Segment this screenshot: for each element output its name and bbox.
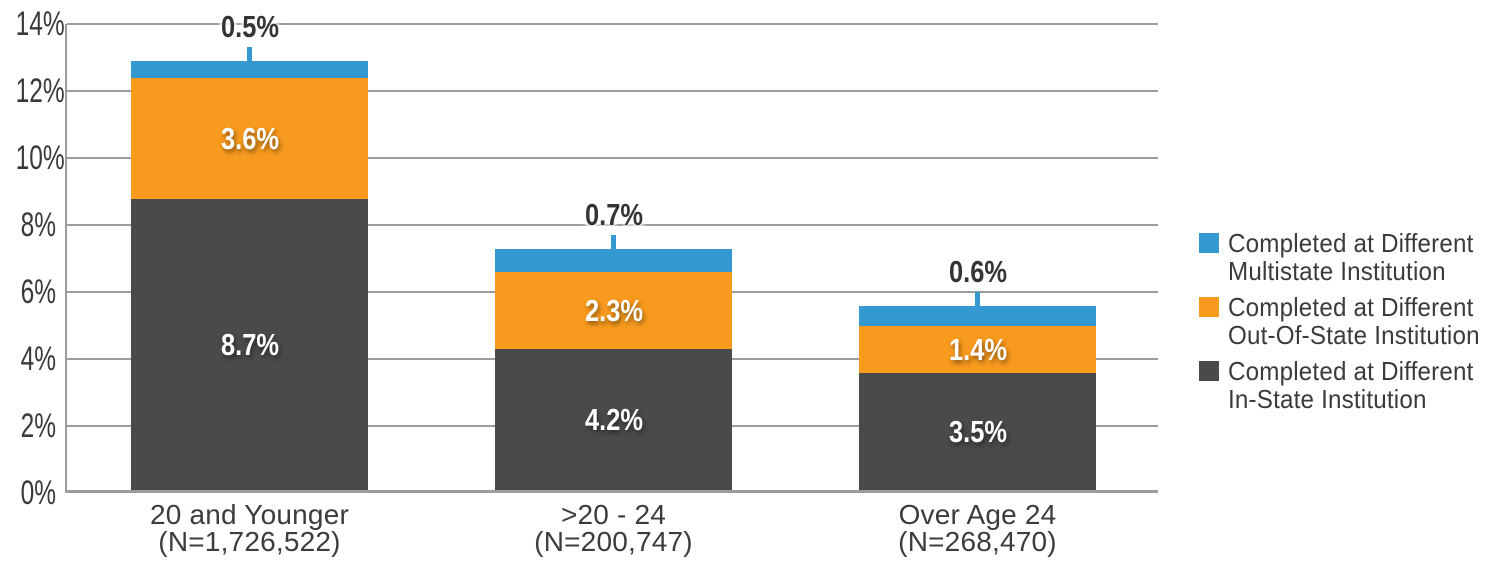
legend-item-out-of-state: Completed at Different Out-Of-State Inst… (1199, 293, 1499, 349)
category-name: 20 and Younger (149, 499, 349, 530)
category-sample-size: (N=200,747) (534, 526, 693, 557)
legend-label-out-of-state: Completed at Different Out-Of-State Inst… (1228, 292, 1480, 350)
y-axis-tick-label: 0% (20, 474, 56, 512)
segment-label-multistate: 0.5% (220, 9, 279, 44)
category-sample-size: (N=268,470) (898, 526, 1057, 557)
y-axis: 0% 2% 4% 6% 8% 10% 12% 14% (0, 0, 65, 566)
segment-multistate (859, 306, 1096, 326)
callout-tick (975, 292, 980, 306)
y-axis-tick-label: 8% (20, 206, 56, 244)
segment-multistate (131, 61, 368, 78)
callout-tick (611, 235, 616, 249)
segment-label-in-state: 3.5% (948, 413, 1007, 449)
y-axis-tick-label: 4% (20, 340, 56, 378)
legend-item-multistate: Completed at Different Multistate Instit… (1199, 229, 1499, 285)
segment-out-of-state: 2.3% (495, 272, 732, 349)
legend-label-multistate: Completed at Different Multistate Instit… (1228, 228, 1474, 286)
stacked-bar: 3.6% 8.7% (131, 24, 368, 490)
segment-in-state: 8.7% (131, 199, 368, 490)
segment-label-in-state: 8.7% (220, 326, 279, 362)
legend-label-in-state: Completed at Different In-State Institut… (1228, 356, 1474, 414)
category-name: Over Age 24 (898, 499, 1057, 530)
gridline (67, 23, 1158, 25)
bar-group: 0.7% 2.3% 4.2% >20 - 24 (N=200,747) (495, 24, 732, 556)
x-axis-label: >20 - 24 (N=200,747) (495, 499, 732, 557)
segment-label-multistate: 0.6% (948, 254, 1007, 289)
category-name: >20 - 24 (560, 499, 667, 530)
x-axis-label: Over Age 24 (N=268,470) (859, 499, 1096, 557)
legend: Completed at Different Multistate Instit… (1199, 229, 1499, 421)
stacked-bar: 2.3% 4.2% (495, 24, 732, 490)
y-axis-tick-label: 6% (20, 273, 56, 311)
gridline (67, 90, 1158, 92)
segment-label-out-of-state: 1.4% (948, 331, 1007, 367)
segment-label-in-state: 4.2% (584, 401, 643, 437)
segment-in-state: 3.5% (859, 373, 1096, 490)
x-axis-label: 20 and Younger (N=1,726,522) (131, 499, 368, 557)
segment-label-multistate: 0.7% (584, 197, 643, 232)
y-axis-tick-label: 2% (20, 407, 56, 445)
legend-swatch-in-state (1199, 361, 1219, 381)
gridline (67, 157, 1158, 159)
bar-group: 0.6% 1.4% 3.5% Over Age 24 (N=268,470) (859, 24, 1096, 556)
legend-swatch-multistate (1199, 233, 1219, 253)
plot-area: 0.5% 3.6% 8.7% 20 and Younger (N=1,726,5… (65, 9, 1158, 556)
y-axis-tick-label: 10% (15, 139, 65, 177)
legend-item-in-state: Completed at Different In-State Institut… (1199, 357, 1499, 413)
segment-multistate (495, 249, 732, 272)
segment-out-of-state: 1.4% (859, 326, 1096, 373)
legend-swatch-out-of-state (1199, 297, 1219, 317)
category-sample-size: (N=1,726,522) (158, 526, 341, 557)
y-axis-tick-label: 12% (15, 72, 65, 110)
segment-label-out-of-state: 2.3% (584, 292, 643, 328)
segment-out-of-state: 3.6% (131, 78, 368, 199)
segment-label-out-of-state: 3.6% (220, 120, 279, 156)
stacked-bar: 1.4% 3.5% (859, 24, 1096, 490)
segment-in-state: 4.2% (495, 349, 732, 490)
gridline (67, 224, 1158, 226)
callout-tick (247, 47, 252, 61)
bar-group: 0.5% 3.6% 8.7% 20 and Younger (N=1,726,5… (131, 9, 368, 556)
y-axis-tick-label: 14% (15, 5, 65, 43)
